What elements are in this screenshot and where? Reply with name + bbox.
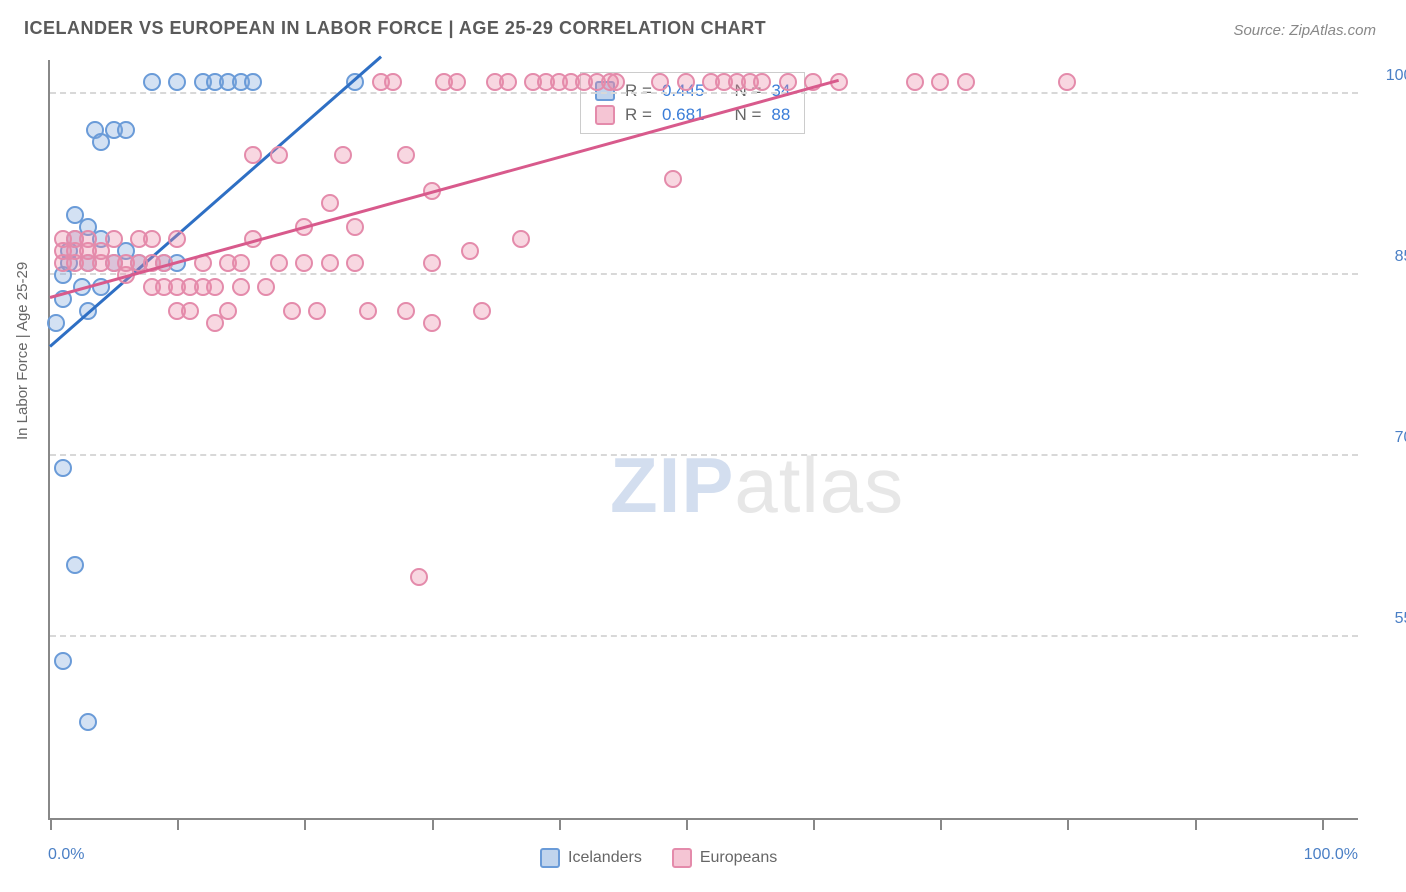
- legend-swatch-a-icon: [540, 848, 560, 868]
- data-point: [321, 254, 339, 272]
- data-point: [92, 133, 110, 151]
- y-axis-title: In Labor Force | Age 25-29: [14, 262, 31, 440]
- x-tick: [177, 818, 179, 830]
- data-point: [1058, 73, 1076, 91]
- data-point: [931, 73, 949, 91]
- data-point: [677, 73, 695, 91]
- data-point: [384, 73, 402, 91]
- data-point: [397, 302, 415, 320]
- data-point: [47, 314, 65, 332]
- legend-item-a: Icelanders: [540, 848, 642, 868]
- data-point: [906, 73, 924, 91]
- data-point: [423, 254, 441, 272]
- y-tick-label: 55.0%: [1395, 610, 1406, 628]
- data-point: [54, 652, 72, 670]
- legend-label-a: Icelanders: [568, 849, 642, 867]
- data-point: [473, 302, 491, 320]
- data-point: [244, 146, 262, 164]
- data-point: [206, 278, 224, 296]
- source-label: Source: ZipAtlas.com: [1233, 22, 1376, 39]
- data-point: [244, 73, 262, 91]
- x-tick: [686, 818, 688, 830]
- y-tick-label: 85.0%: [1395, 248, 1406, 266]
- x-tick: [1067, 818, 1069, 830]
- data-point: [334, 146, 352, 164]
- data-point: [753, 73, 771, 91]
- x-tick: [432, 818, 434, 830]
- data-point: [346, 254, 364, 272]
- data-point: [410, 568, 428, 586]
- data-point: [779, 73, 797, 91]
- data-point: [168, 73, 186, 91]
- n-value-b: 88: [771, 105, 790, 125]
- x-tick: [304, 818, 306, 830]
- data-point: [607, 73, 625, 91]
- gridline: [50, 454, 1358, 456]
- x-tick: [1322, 818, 1324, 830]
- gridline: [50, 635, 1358, 637]
- data-point: [143, 73, 161, 91]
- data-point: [105, 230, 123, 248]
- data-point: [257, 278, 275, 296]
- data-point: [66, 556, 84, 574]
- x-tick: [50, 818, 52, 830]
- x-tick: [813, 818, 815, 830]
- data-point: [168, 230, 186, 248]
- data-point: [270, 146, 288, 164]
- r-label-b: R =: [625, 105, 652, 125]
- data-point: [461, 242, 479, 260]
- data-point: [346, 218, 364, 236]
- data-point: [283, 302, 301, 320]
- data-point: [397, 146, 415, 164]
- x-tick: [940, 818, 942, 830]
- legend-swatch-b-icon: [672, 848, 692, 868]
- data-point: [232, 254, 250, 272]
- bottom-legend: Icelanders Europeans: [540, 848, 777, 868]
- x-tick: [559, 818, 561, 830]
- y-tick-label: 70.0%: [1395, 429, 1406, 447]
- data-point: [79, 713, 97, 731]
- legend-label-b: Europeans: [700, 849, 777, 867]
- x-tick: [1195, 818, 1197, 830]
- data-point: [181, 302, 199, 320]
- y-tick-label: 100.0%: [1386, 67, 1406, 85]
- data-point: [664, 170, 682, 188]
- data-point: [321, 194, 339, 212]
- gridline: [50, 273, 1358, 275]
- r-label-a: R =: [625, 81, 652, 101]
- data-point: [295, 254, 313, 272]
- x-axis-min-label: 0.0%: [48, 846, 84, 864]
- data-point: [651, 73, 669, 91]
- plot-area: ZIPatlas R = 0.445 N = 34 R = 0.681 N = …: [48, 60, 1358, 820]
- data-point: [219, 302, 237, 320]
- data-point: [308, 302, 326, 320]
- data-point: [143, 230, 161, 248]
- data-point: [957, 73, 975, 91]
- data-point: [270, 254, 288, 272]
- data-point: [232, 278, 250, 296]
- data-point: [117, 121, 135, 139]
- stats-row-b: R = 0.681 N = 88: [581, 103, 804, 127]
- swatch-europeans-icon: [595, 105, 615, 125]
- data-point: [448, 73, 466, 91]
- trend-line: [50, 79, 839, 299]
- data-point: [499, 73, 517, 91]
- legend-item-b: Europeans: [672, 848, 777, 868]
- x-axis-max-label: 100.0%: [1304, 846, 1358, 864]
- data-point: [54, 459, 72, 477]
- chart-title: ICELANDER VS EUROPEAN IN LABOR FORCE | A…: [24, 18, 766, 39]
- data-point: [512, 230, 530, 248]
- data-point: [359, 302, 377, 320]
- gridline: [50, 92, 1358, 94]
- data-point: [423, 314, 441, 332]
